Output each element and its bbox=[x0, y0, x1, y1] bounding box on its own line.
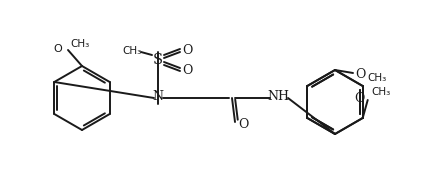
Text: O: O bbox=[355, 69, 366, 82]
Text: O: O bbox=[354, 92, 365, 105]
Text: O: O bbox=[238, 117, 248, 131]
Text: CH₃: CH₃ bbox=[122, 46, 142, 56]
Text: CH₃: CH₃ bbox=[372, 87, 391, 97]
Text: NH: NH bbox=[267, 90, 289, 104]
Text: S: S bbox=[153, 53, 163, 67]
Text: O: O bbox=[182, 44, 192, 58]
Text: CH₃: CH₃ bbox=[70, 39, 89, 49]
Text: O: O bbox=[182, 63, 192, 77]
Text: N: N bbox=[153, 90, 164, 104]
Text: CH₃: CH₃ bbox=[367, 73, 386, 83]
Text: O: O bbox=[54, 44, 62, 54]
